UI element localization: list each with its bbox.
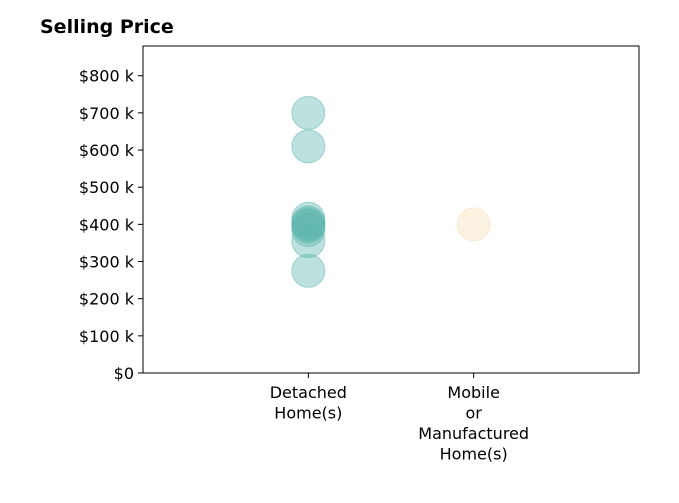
data-point bbox=[291, 253, 326, 288]
y-tick-label: $800 k bbox=[79, 67, 135, 86]
y-tick-label: $200 k bbox=[79, 290, 135, 309]
data-point bbox=[291, 129, 326, 164]
y-axis: $0 $100 k $200 k $300 k $400 k $500 k $600 k $7… bbox=[79, 67, 143, 383]
data-point bbox=[291, 95, 326, 130]
x-tick-label: Detached Home(s) bbox=[270, 383, 347, 423]
y-tick-label: $300 k bbox=[79, 253, 135, 272]
data-point bbox=[291, 212, 326, 247]
y-tick-label: $700 k bbox=[79, 104, 135, 123]
data-point bbox=[456, 207, 491, 242]
y-tick-label: $400 k bbox=[79, 215, 135, 234]
plot-frame bbox=[142, 45, 640, 374]
y-tick-label: $500 k bbox=[79, 178, 135, 197]
x-tick-label: Mobile or Manufactured Home(s) bbox=[418, 383, 529, 464]
y-tick-label: $0 bbox=[114, 364, 134, 383]
data-point bbox=[291, 224, 326, 259]
y-tick-label: $100 k bbox=[79, 327, 135, 346]
chart-title: Selling Price bbox=[40, 16, 174, 38]
x-axis: Detached Home(s) Mobile or Manufactured Home(… bbox=[270, 373, 529, 464]
y-tick-label: $600 k bbox=[79, 141, 135, 160]
data-points bbox=[291, 95, 491, 288]
